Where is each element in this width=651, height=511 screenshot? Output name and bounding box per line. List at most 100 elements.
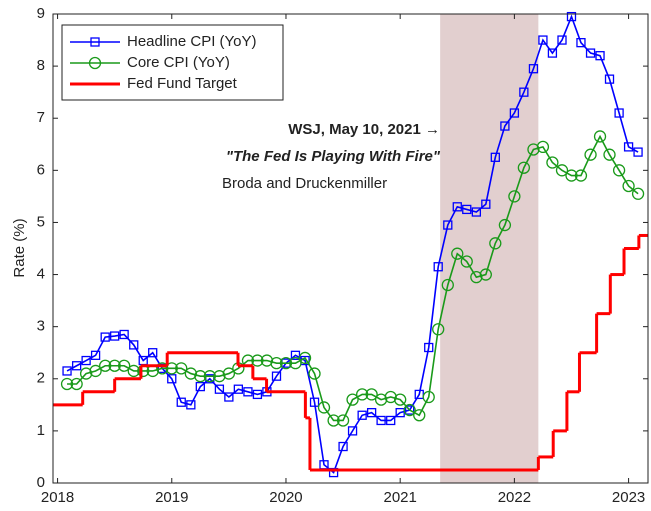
marker — [528, 64, 539, 74]
y-tick-label: 5 — [37, 213, 45, 230]
y-tick-label: 4 — [37, 266, 45, 283]
y-tick-label: 9 — [37, 5, 45, 22]
marker — [336, 414, 350, 427]
marker — [413, 409, 426, 422]
marker — [308, 367, 321, 380]
marker — [214, 384, 225, 394]
marker — [167, 374, 177, 384]
marker — [89, 364, 102, 378]
legend-label: Headline CPI (YoY) — [127, 33, 257, 50]
marker — [338, 441, 348, 452]
marker — [471, 207, 482, 217]
marker — [213, 370, 226, 383]
marker — [498, 218, 512, 232]
y-tick-label: 1 — [37, 422, 45, 439]
marker — [119, 329, 129, 340]
marker — [612, 164, 626, 177]
marker — [79, 367, 93, 380]
marker — [374, 393, 388, 406]
x-tick-label: 2022 — [498, 489, 531, 506]
y-tick-label: 2 — [37, 370, 45, 387]
marker — [156, 362, 169, 375]
marker — [355, 388, 369, 401]
marker — [547, 48, 558, 58]
marker — [443, 220, 453, 230]
marker — [452, 202, 462, 212]
marker — [566, 11, 577, 22]
marker — [460, 255, 473, 268]
annotation: Broda and Druckenmiller — [222, 175, 387, 192]
marker — [309, 397, 320, 407]
marker — [62, 366, 72, 376]
marker — [117, 359, 131, 372]
marker — [194, 370, 207, 383]
marker — [298, 351, 312, 365]
y-tick-label: 6 — [37, 161, 45, 178]
marker — [327, 414, 340, 427]
marker — [546, 156, 559, 169]
marker — [110, 331, 120, 341]
marker — [490, 152, 500, 162]
marker — [279, 356, 293, 370]
marker — [614, 108, 624, 118]
y-tick-label: 8 — [37, 57, 45, 74]
legend-marker — [88, 56, 102, 70]
marker — [509, 108, 520, 118]
x-tick-label: 2020 — [269, 489, 302, 506]
marker — [165, 362, 178, 375]
marker — [252, 389, 263, 400]
y-axis-label: Rate (%) — [11, 218, 28, 277]
marker — [557, 35, 567, 45]
marker — [470, 271, 483, 284]
marker — [365, 388, 378, 401]
marker — [195, 381, 205, 392]
y-tick-label: 7 — [37, 109, 45, 126]
marker — [631, 187, 645, 200]
marker — [270, 356, 283, 370]
marker — [60, 377, 74, 391]
marker — [441, 278, 454, 292]
marker — [394, 393, 407, 406]
marker — [148, 348, 158, 358]
marker — [71, 361, 82, 371]
marker — [538, 35, 548, 45]
marker — [289, 356, 302, 370]
marker — [536, 140, 550, 154]
marker — [500, 121, 510, 131]
marker — [376, 415, 386, 426]
legend-label: Fed Fund Target — [127, 75, 238, 92]
marker — [260, 354, 274, 367]
marker — [317, 401, 331, 414]
marker — [203, 370, 216, 383]
marker — [346, 393, 359, 406]
series-line — [67, 134, 639, 422]
marker — [517, 161, 531, 174]
marker — [405, 405, 415, 415]
marker — [481, 199, 491, 209]
x-tick-label: 2018 — [41, 489, 74, 506]
marker — [81, 355, 91, 366]
marker — [584, 148, 597, 161]
marker — [222, 367, 236, 380]
marker — [519, 87, 529, 97]
marker — [508, 190, 521, 203]
annotation: "The Fed Is Playing With Fire" — [226, 148, 441, 165]
y-tick-label: 0 — [37, 474, 45, 491]
marker — [565, 169, 578, 182]
marker — [593, 130, 607, 143]
marker — [576, 38, 586, 48]
marker — [403, 403, 416, 417]
marker — [604, 74, 615, 84]
marker — [424, 342, 434, 353]
marker — [386, 415, 396, 426]
marker — [347, 426, 358, 436]
annotation: WSJ, May 10, 2021 → — [288, 121, 440, 138]
marker — [574, 169, 588, 182]
marker — [175, 362, 188, 375]
marker — [479, 268, 492, 281]
marker — [224, 392, 234, 402]
y-tick-label: 3 — [37, 318, 45, 335]
x-tick-label: 2023 — [612, 489, 645, 506]
marker — [129, 340, 139, 350]
